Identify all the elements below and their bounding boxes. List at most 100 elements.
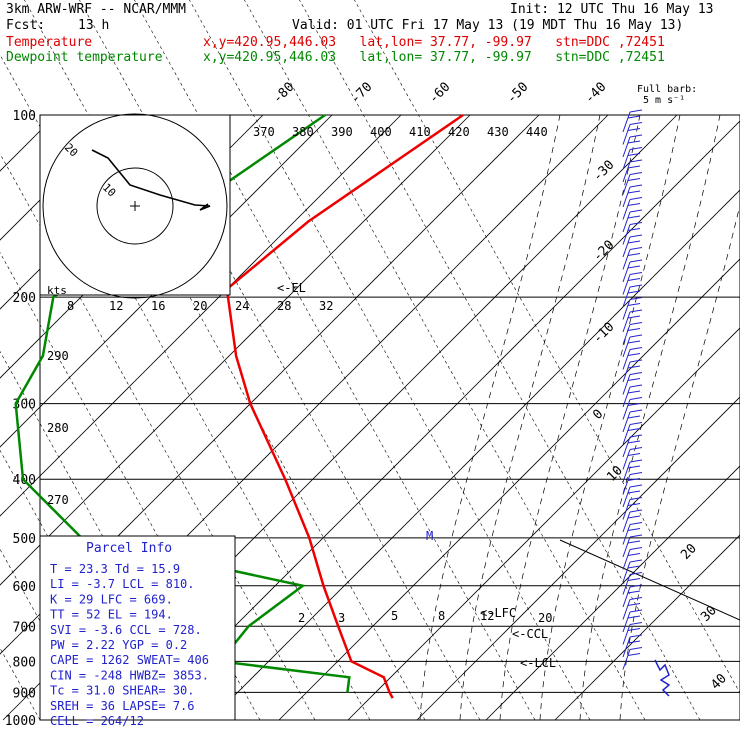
wind-barb-flag: [629, 209, 643, 213]
wind-barb-flag: [627, 228, 641, 231]
wind-barb-flag: [627, 265, 641, 269]
pressure-label-600: 600: [13, 580, 36, 595]
moist-adiabat: [459, 114, 601, 721]
wind-barb-staff: [622, 286, 631, 308]
parcel-info-row: CIN = -248 HWBZ= 3853.: [50, 668, 209, 682]
hodograph-ring-20: [42, 113, 228, 299]
wind-barb-flag: [629, 534, 643, 538]
isotherm-right-label-10: -10: [590, 320, 617, 347]
wind-barb-flag: [627, 465, 641, 469]
isotherm: [0, 114, 333, 448]
wind-barb-staff: [622, 211, 631, 233]
parcel-info-box: Parcel Info T = 23.3 Td = 15.9LI = -3.7 L…: [39, 535, 236, 728]
isotherm-right-label-20: -20: [590, 238, 617, 265]
wind-barb-flag: [629, 322, 643, 325]
dry-adiabat: [244, 0, 646, 721]
wind-barb-staff: [622, 624, 631, 645]
isotherm: [485, 465, 740, 721]
wind-barb-staff: [622, 311, 631, 333]
parcel-info-title: Parcel Info: [86, 541, 172, 556]
wind-barb-staff: [622, 199, 631, 220]
wind-barb-flag: [629, 134, 643, 138]
parcel-info-row: Tc = 31.0 SHEAR= 30.: [50, 684, 195, 698]
wind-barb-flag: [627, 628, 641, 631]
isotherm: [0, 114, 126, 241]
forecast-label: Fcst:: [6, 18, 46, 33]
moist-adiabat: [419, 114, 561, 721]
wind-barb-flag: [627, 240, 641, 244]
wind-barb-flag: [629, 347, 643, 350]
wind-barb-staff: [622, 324, 631, 345]
theta-label-440: 440: [526, 125, 548, 139]
wind-barb-flag: [627, 253, 641, 256]
wind-barb-staff: [622, 511, 631, 533]
wind-barb-staff: [622, 486, 631, 508]
wind-barb-flag: [629, 184, 643, 188]
wind-barb-flag: [627, 515, 641, 519]
isotherm-top-label-50: -50: [504, 80, 531, 107]
wind-barb-staff: [622, 299, 631, 320]
isotherm: [209, 189, 740, 721]
wind-barb-staff: [622, 574, 631, 595]
wind-barb-flag: [629, 109, 643, 113]
hodograph-trace: [91, 149, 211, 211]
wind-barb-flag: [627, 315, 641, 319]
wind-barb-flag: [629, 397, 643, 400]
wind-barb-staff: [622, 161, 631, 183]
wind-barb-staff: [622, 361, 631, 383]
wind-barb-staff: [622, 561, 631, 583]
wind-barb-flag: [629, 622, 643, 625]
dry-adiabat: [0, 647, 41, 721]
dewpoint-location: x,y=420.95,446.03 lat,lon= 37.77, -99.97…: [203, 50, 665, 65]
wind-barb-flag: [627, 490, 641, 494]
wind-barb-flag: [629, 334, 643, 338]
mixing-ratio-label-8: 8: [438, 609, 445, 623]
wind-barb-staff: [622, 236, 631, 258]
isotherm-right-label20: 20: [678, 541, 700, 563]
wind-barb-flag: [627, 540, 641, 544]
wind-barb-flag: [629, 509, 643, 513]
theta-label-420: 420: [448, 125, 470, 139]
wind-barb-flag: [627, 378, 641, 381]
wind-barb-flag: [629, 434, 643, 438]
wind-barb-staff: [622, 649, 631, 670]
wind-barb-staff: [622, 636, 631, 658]
wind-barb-flag: [629, 222, 643, 225]
wind-barb-flag: [627, 340, 641, 344]
pressure-label-800: 800: [13, 655, 36, 670]
wind-barb-staff: [622, 399, 631, 420]
wind-barb-flag: [627, 640, 641, 644]
el-marker: <-EL: [277, 281, 306, 295]
wind-barb-flag: [629, 372, 643, 375]
wind-barb-staff: [622, 499, 631, 520]
wind-barb-flag: [627, 328, 641, 331]
isotherm: [0, 114, 471, 586]
wind-barb-flag: [627, 603, 641, 606]
wind-barb-staff: [622, 411, 631, 433]
low-level-barbs: [654, 659, 671, 697]
wind-barb-staff: [622, 611, 631, 633]
wind-barb-flag: [629, 472, 643, 475]
wind-barb-flag: [627, 403, 641, 406]
wind-barb-flag: [629, 422, 643, 425]
lcl-marker: <-LCL: [520, 656, 556, 670]
wind-barb-flag: [629, 384, 643, 388]
isotherm: [0, 114, 540, 655]
full-barb-label: Full barb:: [637, 84, 697, 95]
theta-label-370: 370: [253, 125, 275, 139]
theta-row-label-20: 20: [193, 299, 207, 313]
wind-barb-flag: [627, 215, 641, 219]
isotherm: [0, 114, 402, 517]
parcel-info-row: LI = -3.7 LCL = 810.: [50, 577, 195, 591]
wind-barb-staff: [622, 549, 631, 570]
hodograph-origin: [130, 201, 140, 211]
moist-adiabat: [539, 114, 681, 721]
wind-barb-flag: [627, 203, 641, 206]
wind-barb-flag: [627, 353, 641, 356]
wind-barb-staff: [622, 186, 631, 208]
pressure-label-100: 100: [13, 109, 36, 124]
theta-label-430: 430: [487, 125, 509, 139]
wind-barb-flag: [629, 447, 643, 450]
wind-barb-flag: [627, 440, 641, 444]
